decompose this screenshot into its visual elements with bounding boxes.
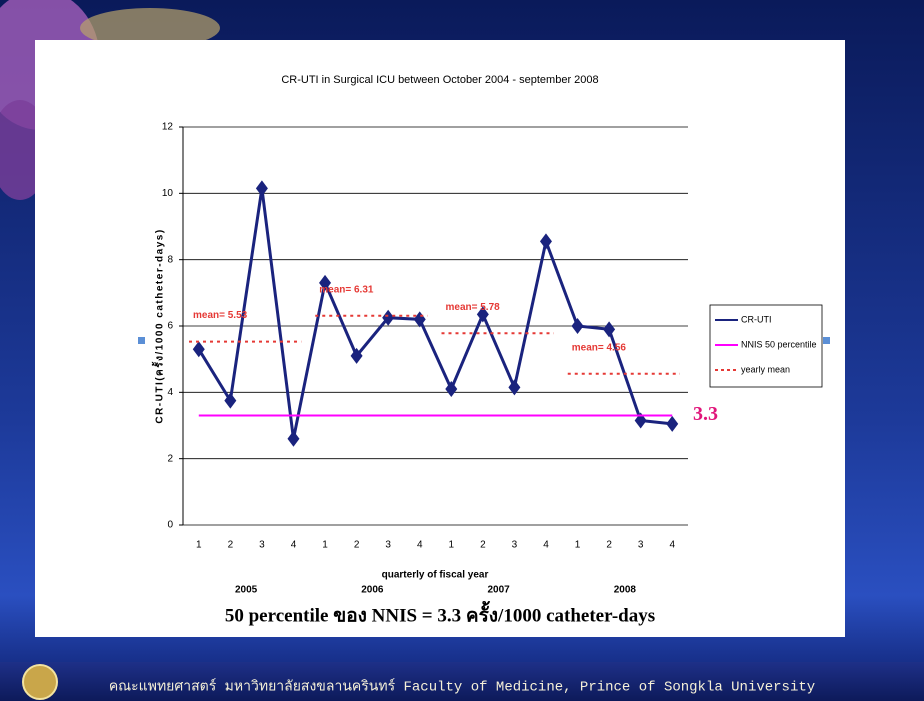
placeholder-square [138, 337, 145, 344]
x-tick-label: 3 [638, 540, 644, 551]
x-tick-label: 2 [228, 540, 234, 551]
x-tick-label: 4 [669, 540, 675, 551]
legend-label: CR-UTI [741, 314, 772, 324]
annotation: 3.3 [693, 403, 718, 425]
x-tick-label: 1 [322, 540, 328, 551]
group-label: 2007 [488, 585, 511, 596]
x-tick-label: 2 [480, 540, 486, 551]
x-tick-label: 1 [196, 540, 202, 551]
group-label: 2005 [235, 585, 258, 596]
x-tick-label: 3 [259, 540, 265, 551]
y-tick-label: 2 [167, 453, 173, 464]
placeholder-square [823, 337, 830, 344]
group-label: 2006 [361, 585, 384, 596]
y-tick-label: 12 [162, 122, 174, 133]
group-label: 2008 [614, 585, 637, 596]
y-tick-label: 0 [167, 520, 173, 531]
x-tick-label: 1 [575, 540, 581, 551]
y-tick-label: 4 [167, 387, 173, 398]
x-tick-label: 2 [354, 540, 360, 551]
y-tick-label: 10 [162, 188, 174, 199]
legend-label: NNIS 50 percentile [741, 339, 817, 349]
x-tick-label: 4 [543, 540, 549, 551]
chart: CR-UTI in Surgical ICU between October 2… [0, 0, 924, 701]
x-tick-label: 2 [606, 540, 612, 551]
mean-label: mean= 5.78 [446, 302, 501, 313]
slide: CR-UTI in Surgical ICU between October 2… [0, 0, 924, 701]
x-axis-label: quarterly of fiscal year [382, 570, 489, 581]
x-tick-label: 1 [449, 540, 455, 551]
legend-label: yearly mean [741, 364, 790, 374]
university-emblem [23, 665, 57, 699]
x-tick-label: 4 [291, 540, 297, 551]
y-axis-label: CR-UTI(ครั้ง/1000 catheter-days) [152, 228, 166, 423]
mean-label: mean= 4.56 [572, 342, 627, 353]
x-tick-label: 3 [512, 540, 518, 551]
x-tick-label: 4 [417, 540, 423, 551]
mean-label: mean= 5.53 [193, 310, 248, 321]
x-tick-label: 3 [385, 540, 391, 551]
mean-label: mean= 6.31 [319, 284, 374, 295]
footer-text: คณะแพทยศาสตร์ มหาวิทยาลัยสงขลานครินทร์ F… [109, 678, 815, 696]
y-tick-label: 6 [167, 321, 173, 332]
y-tick-label: 8 [167, 254, 173, 265]
chart-title: CR-UTI in Surgical ICU between October 2… [281, 74, 598, 86]
